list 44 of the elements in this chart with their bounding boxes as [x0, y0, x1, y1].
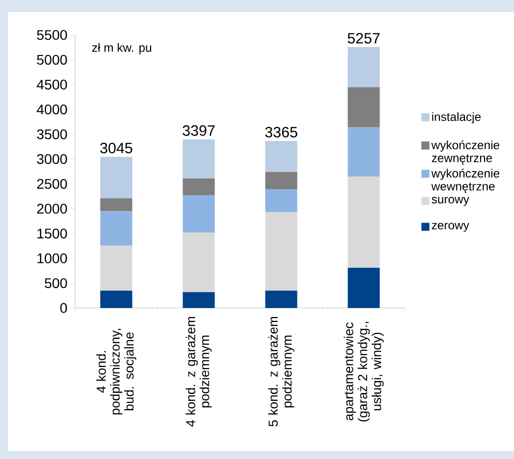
bar — [182, 232, 215, 292]
bar — [182, 139, 215, 178]
legend-label: instalacje — [432, 112, 481, 124]
y-tick-label: 5500 — [37, 30, 67, 40]
x-tick-label: 4 kond. podpiwniczony, bud. socjalne — [96, 328, 136, 414]
y-tick-label: 2000 — [37, 204, 67, 214]
y-tick-label: 3500 — [36, 129, 67, 140]
bar — [265, 189, 298, 212]
y-tick-label: 500 — [44, 278, 67, 288]
bar — [348, 47, 380, 88]
bar — [265, 172, 298, 190]
bar — [348, 176, 380, 268]
bar — [182, 292, 215, 308]
y-tick-label: 2500 — [37, 178, 67, 189]
bar — [265, 290, 298, 308]
bar — [100, 290, 132, 308]
total-label: 3045 — [100, 142, 132, 154]
x-tick-label: 4 kond. z garażem podziemnym — [186, 316, 212, 427]
x-tick-label: 5 kond. z garażem podziemnym — [268, 316, 294, 426]
bar — [100, 245, 132, 291]
y-tick-label: 0 — [60, 303, 67, 313]
bar — [100, 211, 132, 246]
bar — [182, 178, 215, 196]
total-label: 3397 — [182, 125, 215, 136]
y-tick-label: 4000 — [36, 104, 67, 114]
bar — [265, 212, 298, 291]
legend-label: zerowy — [432, 222, 470, 232]
x-tick-label: apartamentowiec (garaż 2 kondyg., usługi, windy) — [344, 322, 384, 422]
annotation: zł m kw. pu — [92, 43, 152, 54]
y-tick-label: 1500 — [38, 228, 67, 238]
bar — [100, 198, 132, 212]
bar — [348, 127, 380, 176]
total-label: 3365 — [265, 126, 298, 138]
y-tick-label: 5000 — [37, 54, 67, 65]
y-tick-label: 1000 — [38, 253, 67, 264]
legend-label: surowy — [432, 196, 470, 206]
bar — [265, 140, 298, 172]
bar — [348, 87, 380, 128]
y-tick-label: 3000 — [36, 154, 67, 164]
total-label: 5257 — [348, 32, 380, 44]
bar — [348, 268, 380, 308]
bar — [100, 156, 132, 198]
y-tick-label: 4500 — [36, 80, 67, 90]
bar — [182, 195, 215, 233]
